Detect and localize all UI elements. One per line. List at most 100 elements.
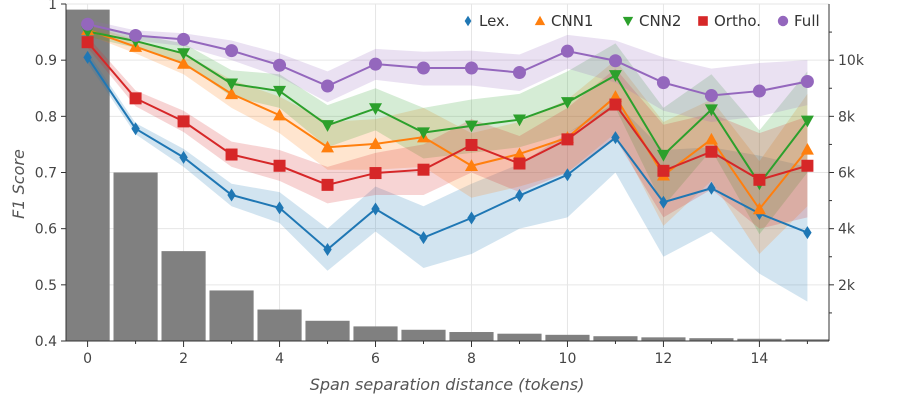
histogram-bar [65,9,110,341]
data-point-lex [611,131,620,145]
data-point-lex [227,188,236,202]
data-point-ortho [465,138,478,151]
y-tick-label: 0.5 [35,278,57,294]
legend-label-full: Full [794,12,820,30]
data-point-full [369,57,383,71]
data-point-lex [707,181,716,195]
data-point-full [321,79,335,93]
x-tick-label: 12 [655,351,673,367]
data-point-lex [371,202,380,216]
data-point-lex [275,201,284,215]
histogram-bar [161,251,206,341]
x-tick-label: 10 [559,351,577,367]
data-point-ortho [609,98,622,111]
histogram-bar [353,326,398,341]
data-point-cnn1 [464,159,478,171]
series-lines [86,23,809,251]
data-point-full [704,89,718,103]
x-tick-label: 4 [275,351,284,367]
data-point-lex [563,168,572,182]
x-tick-label: 14 [751,351,769,367]
data-point-ortho [705,145,718,158]
data-point-ortho [369,167,382,180]
data-point-full [177,32,191,46]
data-point-cnn1 [752,202,766,215]
histogram-bar [545,334,590,341]
data-point-cnn2 [560,97,574,109]
data-point-ortho [513,157,526,170]
x-axis-title: Span separation distance (tokens) [310,375,585,394]
legend-marker-ortho [698,16,708,26]
data-point-cnn1 [800,142,814,155]
confidence-band-ortho [87,36,808,229]
data-point-lex [131,122,140,136]
x-tick-label: 8 [467,351,476,367]
data-point-ortho [129,92,142,105]
axes: 0.40.50.60.70.80.910 2 4 6 8 10 12 142k4k6k8k10… [35,0,865,367]
data-point-cnn1 [177,57,191,69]
confidence-band-full [87,19,808,122]
data-point-cnn1 [273,108,287,121]
data-point-ortho [753,173,766,186]
secondary-tick-label: 4k [838,222,856,238]
data-point-full [81,17,95,31]
legend-marker-cnn1 [534,15,546,26]
x-tick-label: 2 [179,351,188,367]
data-point-cnn1 [321,140,335,153]
data-point-ortho [561,133,574,146]
data-point-ortho [801,159,814,172]
data-point-full [752,84,766,98]
data-point-cnn2 [656,149,670,162]
histogram [65,9,830,341]
series-line-cnn2 [87,30,809,186]
data-point-lex [467,211,476,225]
data-point-cnn2 [321,120,335,132]
data-point-cnn2 [225,78,239,91]
legend-label-ortho: Ortho. [714,12,761,30]
data-point-lex [419,231,428,245]
data-point-cnn2 [704,104,718,117]
data-point-lex [659,195,668,209]
data-point-full [129,28,143,42]
data-point-cnn2 [464,120,478,133]
data-point-lex [83,50,92,64]
series-line-ortho [86,41,808,186]
series-line-full [87,23,808,97]
confidence-bands [87,19,808,302]
data-point-lex [803,226,812,240]
data-point-ortho [321,178,334,191]
histogram-bar [785,339,830,341]
legend-label-cnn2: CNN2 [639,12,681,30]
y-tick-label: 1 [48,0,57,13]
histogram-bar [641,337,686,341]
data-point-ortho [225,148,238,161]
legend-marker-lex [464,15,472,27]
data-point-cnn1 [512,147,526,160]
data-point-cnn2 [608,70,622,82]
data-point-cnn1 [369,137,383,150]
data-point-cnn1 [225,87,239,100]
data-point-cnn2 [273,85,287,98]
y-tick-label: 0.9 [35,53,57,69]
data-point-cnn2 [512,114,526,127]
data-point-full [560,44,574,58]
histogram-bar [113,172,158,341]
data-point-ortho [657,164,670,177]
data-point-full [464,61,478,75]
histogram-bar [689,338,734,341]
series-line-cnn1 [87,28,809,211]
histogram-bar [737,338,782,341]
histogram-bar [209,290,254,341]
data-point-full [512,66,526,80]
secondary-tick-label: 2k [838,278,856,294]
y-axis-title: F1 Score [9,149,28,219]
histogram-bar [401,329,446,341]
y-tick-label: 0.7 [35,166,57,182]
confidence-band-cnn1 [87,24,808,254]
data-point-cnn2 [800,115,814,128]
y-tick-label: 0.6 [35,222,57,238]
x-tick-label: 0 [83,351,92,367]
data-point-cnn2 [177,48,191,60]
